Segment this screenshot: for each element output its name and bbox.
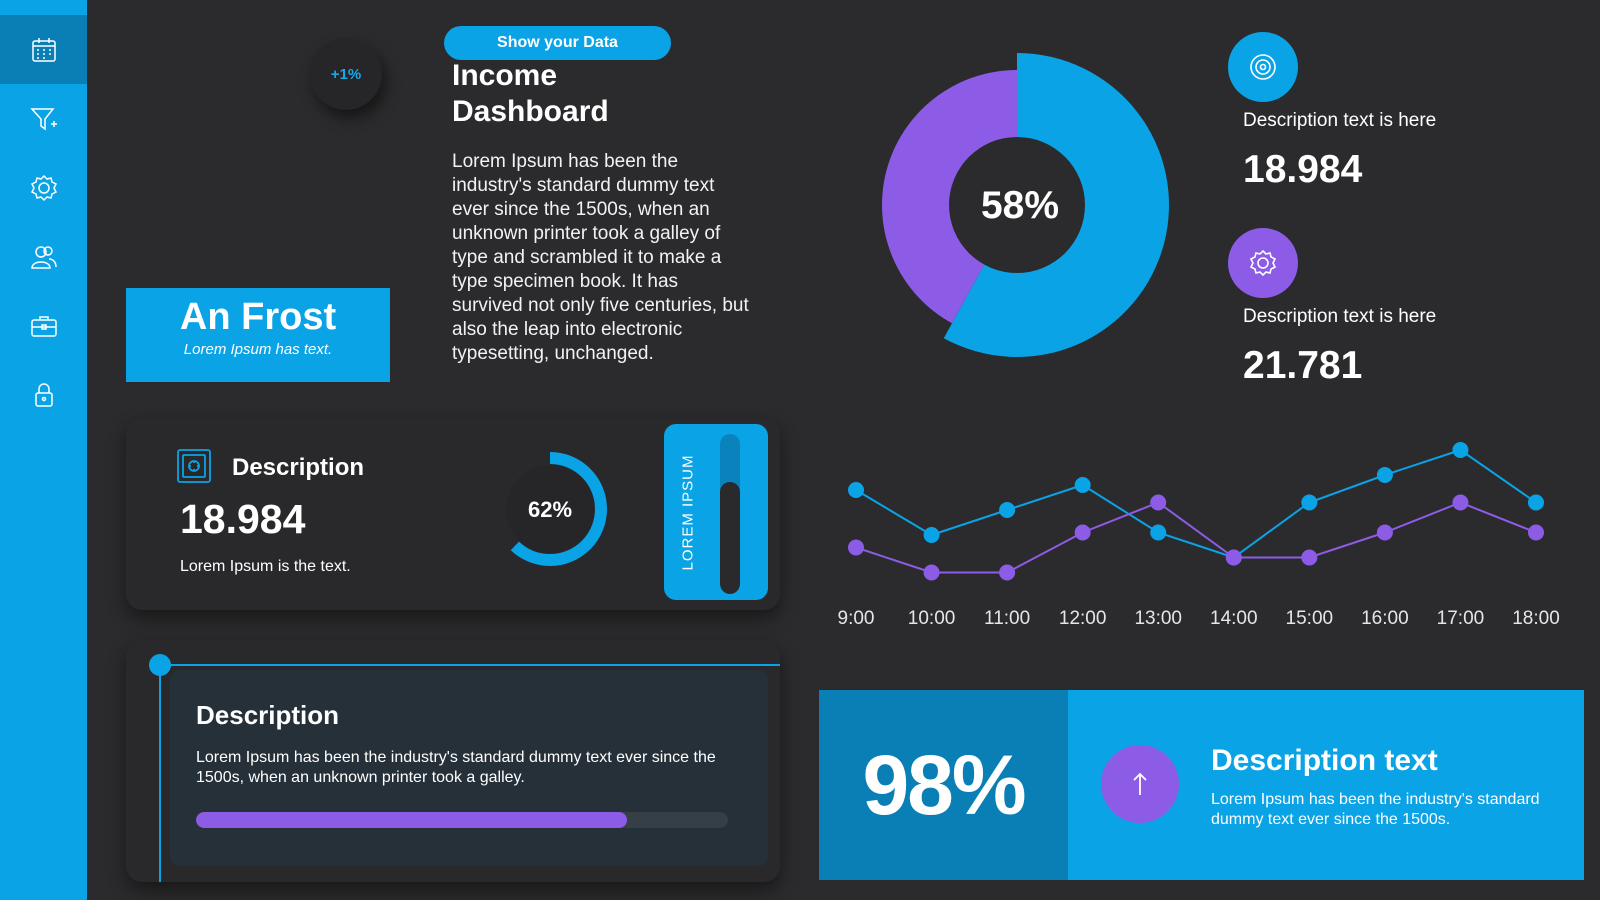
summary-banner: 98% Description text Lorem Ipsum has bee… xyxy=(819,690,1584,880)
vertical-gauge-track xyxy=(720,434,740,594)
series-2-point xyxy=(1452,494,1469,511)
series-1-point xyxy=(1452,442,1469,458)
progress-track xyxy=(196,812,728,828)
vertical-gauge-card: LOREM IPSUM xyxy=(664,424,768,600)
ring-gauge-arc xyxy=(493,452,607,566)
progress-card-inner: Description Lorem Ipsum has been the ind… xyxy=(170,670,768,866)
show-data-chip-label: Show your Data xyxy=(497,34,618,51)
gear-icon xyxy=(30,174,57,201)
stat-card-subtitle: Lorem Ipsum is the text. xyxy=(180,558,351,575)
series-2-point xyxy=(1528,524,1544,541)
profile-subtitle: Lorem Ipsum has text. xyxy=(183,341,333,358)
lock-icon xyxy=(34,382,53,407)
description-value-2: 21.781 xyxy=(1243,344,1363,387)
vertical-gauge-label-wrap: LOREM IPSUM xyxy=(676,442,700,582)
series-1-point xyxy=(999,502,1016,518)
series-2-point xyxy=(1225,549,1242,566)
growth-badge-label: +1% xyxy=(330,65,362,83)
divider-horizontal xyxy=(160,664,780,666)
series-1-point xyxy=(923,527,940,543)
series-1-point xyxy=(848,482,864,498)
x-tick-label: 10:00 xyxy=(908,608,956,629)
summary-title: Description text xyxy=(1211,744,1438,777)
summary-text: Lorem Ipsum has been the industry's stan… xyxy=(1211,791,1540,828)
progress-card-text: Lorem Ipsum has been the industry's stan… xyxy=(196,749,716,786)
page-title-line2: Dashboard xyxy=(452,95,609,128)
x-tick-label: 18:00 xyxy=(1512,608,1560,629)
target-icon-circle xyxy=(1228,32,1298,102)
vertical-gauge-label: LOREM IPSUM xyxy=(679,453,697,571)
timeline-dot xyxy=(149,654,171,676)
sidebar-item-settings[interactable] xyxy=(0,153,87,222)
profile-name: An Frost xyxy=(179,296,337,338)
ring-gauge-label: 62% xyxy=(528,497,572,522)
progress-fill xyxy=(196,812,627,828)
sidebar-item-briefcase[interactable] xyxy=(0,291,87,360)
users-icon xyxy=(30,245,57,269)
sidebar-item-funnel[interactable] xyxy=(0,84,87,153)
stat-card-title: Description xyxy=(232,454,365,481)
series-1-point xyxy=(1301,494,1318,511)
ring-gauge-center xyxy=(506,465,594,553)
target-icon xyxy=(1250,54,1276,80)
stat-card: Description 18.984 Lorem Ipsum is the te… xyxy=(126,418,780,610)
series-line-2 xyxy=(855,501,1537,574)
sidebar-item-lock[interactable] xyxy=(0,360,87,429)
series-2-point xyxy=(923,564,940,581)
description-label-2: Description text is here xyxy=(1243,306,1437,327)
donut-hole xyxy=(949,137,1085,273)
sidebar xyxy=(0,0,87,900)
series-2-point xyxy=(848,539,864,556)
series-1-point xyxy=(1074,477,1091,493)
vertical-gauge-fill xyxy=(720,482,740,594)
donut-label: 58% xyxy=(981,184,1059,227)
intro-text: Lorem Ipsum has been the industry's stan… xyxy=(452,151,749,364)
donut-chart: 58% xyxy=(882,53,1169,357)
gear-icon-circle xyxy=(1228,228,1298,298)
description-value-1: 18.984 xyxy=(1243,148,1363,191)
stat-card-value: 18.984 xyxy=(180,496,306,542)
show-data-chip[interactable]: Show your Data xyxy=(444,26,671,60)
line-chart: 9:00 10:00 11:00 12:00 13:00 14:00 15:00 16:00 1… xyxy=(838,442,1560,629)
series-1-point xyxy=(1528,494,1544,511)
divider-vertical xyxy=(159,664,161,882)
gear-icon xyxy=(1249,249,1277,277)
series-2-point xyxy=(1150,494,1167,511)
series-line-1 xyxy=(855,448,1537,559)
series-2-point xyxy=(999,564,1016,581)
series-2-point xyxy=(1074,524,1091,541)
arrow-up-circle[interactable] xyxy=(1101,745,1179,823)
summary-percent: 98% xyxy=(819,690,1068,880)
arrow-up-icon xyxy=(1133,772,1147,795)
progress-card-title: Description xyxy=(196,700,340,730)
funnel-icon xyxy=(29,107,57,130)
ring-gauge: 62% xyxy=(493,452,607,566)
sidebar-item-users[interactable] xyxy=(0,222,87,291)
series-1-point xyxy=(1150,524,1167,541)
growth-badge: +1% xyxy=(310,38,382,110)
briefcase-icon xyxy=(30,315,57,337)
profile-card: An Frost Lorem Ipsum has text. xyxy=(126,288,390,382)
x-tick-label: 12:00 xyxy=(1059,608,1107,629)
progress-card: Description Lorem Ipsum has been the ind… xyxy=(126,640,780,882)
x-tick-label: 16:00 xyxy=(1361,608,1409,629)
page-title: Income Dashboard xyxy=(452,58,609,130)
calendar-icon xyxy=(31,37,56,62)
safe-icon xyxy=(177,449,211,483)
x-tick-label: 13:00 xyxy=(1134,608,1182,629)
x-tick-label: 14:00 xyxy=(1210,608,1258,629)
page-title-line1: Income xyxy=(452,59,558,92)
description-label-1: Description text is here xyxy=(1243,110,1437,131)
x-tick-label: 11:00 xyxy=(984,608,1030,629)
series-2-point xyxy=(1376,524,1393,541)
x-tick-label: 17:00 xyxy=(1437,608,1485,629)
series-2-point xyxy=(1301,549,1318,566)
x-tick-label: 9:00 xyxy=(838,608,875,629)
series-1-point xyxy=(1376,467,1393,483)
sidebar-item-calendar[interactable] xyxy=(0,15,87,84)
x-tick-label: 15:00 xyxy=(1286,608,1334,629)
